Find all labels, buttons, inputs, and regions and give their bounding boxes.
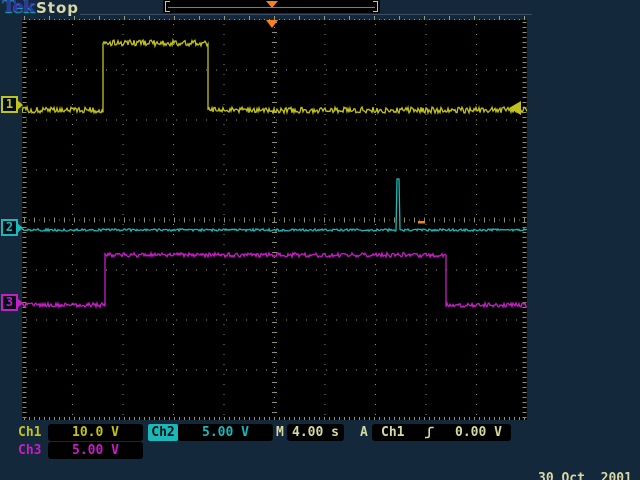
- trace-ch2: [22, 179, 527, 231]
- trigger-position-marker-icon: [266, 20, 278, 28]
- record-view-bar: [163, 0, 380, 13]
- waveform-display: [22, 20, 527, 420]
- ch1-scale-readout: 10.0 V: [48, 424, 143, 441]
- channel-3-marker-arrow-icon: [16, 297, 23, 309]
- channel-2-marker-label: 2: [6, 220, 13, 234]
- ch3-label: Ch3: [18, 442, 41, 459]
- channel-2-marker-arrow-icon: [16, 222, 23, 234]
- timebase-readout: 4.00 s: [287, 424, 344, 441]
- trigger-readout: Ch1 0.00 V: [372, 424, 511, 441]
- channel-1-marker: 1: [1, 96, 18, 113]
- graticule: [22, 20, 527, 420]
- channel-3-marker-label: 3: [6, 295, 13, 309]
- trigger-level: 0.00 V: [455, 424, 502, 441]
- ch3-scale-readout: 5.00 V: [48, 442, 143, 459]
- datetime-display: 30 Oct 2001 23:54:49: [538, 444, 632, 480]
- ch1-label: Ch1: [18, 424, 41, 441]
- trigger-system-label: A: [360, 424, 368, 441]
- timebase-label: M: [276, 424, 284, 441]
- trigger-position-icon: [266, 1, 278, 8]
- rising-edge-icon: [424, 426, 435, 439]
- ch2-label-selected: Ch2: [148, 424, 178, 441]
- channel-1-marker-arrow-icon: [16, 99, 23, 111]
- trigger-source: Ch1: [381, 424, 404, 441]
- aux-trigger-tick-icon: [418, 221, 425, 224]
- date-text: 30 Oct 2001: [538, 472, 632, 480]
- ch2-scale-readout: 5.00 V: [178, 424, 273, 441]
- oscilloscope-screen: Tek Stop 1 2 3 Ch1 10.0 V Ch2 5.00 V M 4…: [0, 0, 640, 480]
- channel-2-marker: 2: [1, 219, 18, 236]
- trace-ch3: [22, 253, 527, 307]
- channel-3-marker: 3: [1, 294, 18, 311]
- channel-1-marker-label: 1: [6, 97, 13, 111]
